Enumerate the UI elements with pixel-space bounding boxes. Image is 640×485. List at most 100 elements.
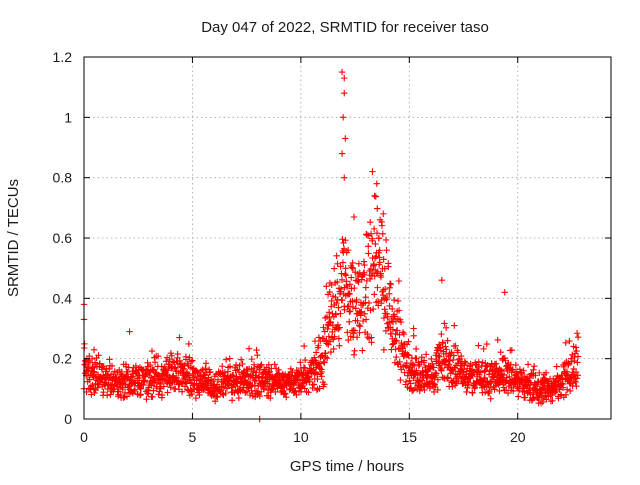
data-point bbox=[342, 272, 350, 279]
data-point bbox=[301, 385, 308, 392]
data-point bbox=[362, 284, 370, 291]
data-point bbox=[485, 371, 493, 378]
data-point bbox=[573, 330, 581, 337]
data-point bbox=[573, 375, 581, 382]
data-point bbox=[137, 385, 145, 392]
data-point bbox=[397, 318, 405, 326]
data-point bbox=[334, 278, 341, 286]
data-point bbox=[399, 345, 407, 352]
data-point bbox=[408, 387, 416, 395]
data-point bbox=[282, 390, 289, 398]
data-point bbox=[300, 342, 308, 350]
data-point bbox=[405, 338, 412, 345]
x-axis-title: GPS time / hours bbox=[290, 458, 404, 475]
data-point bbox=[197, 367, 205, 374]
data-point bbox=[219, 390, 226, 398]
data-point bbox=[449, 383, 456, 390]
data-point bbox=[389, 326, 397, 333]
data-point bbox=[336, 324, 343, 331]
data-point bbox=[293, 391, 300, 399]
data-point bbox=[283, 393, 290, 401]
data-point bbox=[475, 358, 482, 365]
data-point bbox=[502, 377, 510, 384]
data-point bbox=[370, 225, 378, 233]
data-point bbox=[357, 312, 364, 319]
data-point bbox=[103, 365, 110, 372]
data-point bbox=[337, 310, 344, 317]
data-point bbox=[341, 270, 349, 278]
data-point bbox=[491, 386, 498, 393]
data-point bbox=[429, 360, 436, 368]
data-point bbox=[574, 359, 581, 366]
data-point bbox=[337, 263, 344, 270]
data-point bbox=[267, 394, 274, 402]
data-point bbox=[454, 349, 462, 356]
data-point bbox=[481, 374, 489, 382]
data-point bbox=[342, 265, 349, 272]
data-point bbox=[316, 360, 324, 367]
data-point bbox=[174, 350, 181, 358]
data-point bbox=[439, 339, 447, 346]
data-point bbox=[151, 358, 159, 366]
data-point bbox=[524, 361, 532, 368]
data-point bbox=[514, 383, 522, 390]
data-point bbox=[359, 347, 366, 354]
data-point bbox=[497, 348, 504, 356]
data-point bbox=[520, 367, 527, 374]
data-point bbox=[385, 263, 392, 270]
data-point bbox=[341, 174, 348, 181]
data-point bbox=[480, 345, 487, 353]
data-point bbox=[572, 378, 579, 386]
data-point bbox=[100, 388, 107, 396]
data-point bbox=[338, 270, 345, 277]
data-point bbox=[341, 74, 348, 82]
data-point bbox=[469, 389, 476, 397]
data-point bbox=[369, 168, 376, 175]
data-point bbox=[481, 368, 488, 375]
data-point bbox=[386, 290, 393, 298]
data-point bbox=[226, 363, 234, 370]
data-point bbox=[239, 360, 246, 368]
data-point bbox=[230, 371, 237, 379]
data-point bbox=[396, 358, 403, 366]
data-point bbox=[553, 363, 560, 370]
data-point bbox=[435, 352, 442, 360]
data-point bbox=[211, 397, 219, 405]
data-point bbox=[316, 385, 323, 392]
data-point bbox=[132, 362, 140, 370]
data-point bbox=[515, 393, 522, 400]
data-point bbox=[392, 330, 399, 338]
data-point bbox=[506, 373, 513, 381]
data-point bbox=[311, 354, 318, 361]
data-point bbox=[354, 277, 361, 284]
data-point bbox=[402, 378, 410, 385]
data-point bbox=[494, 336, 501, 344]
data-point bbox=[306, 376, 314, 384]
data-point bbox=[335, 325, 342, 333]
data-point bbox=[451, 322, 458, 329]
data-point bbox=[430, 388, 438, 396]
data-point bbox=[345, 336, 352, 344]
data-point bbox=[382, 327, 390, 335]
data-point bbox=[379, 230, 386, 238]
data-point bbox=[359, 317, 367, 325]
data-point bbox=[326, 288, 333, 296]
data-point bbox=[182, 356, 190, 363]
data-point bbox=[442, 343, 449, 350]
x-tick-label: 0 bbox=[80, 429, 88, 445]
data-point bbox=[106, 365, 113, 373]
data-point bbox=[393, 337, 400, 345]
data-point bbox=[305, 389, 312, 396]
data-point bbox=[509, 366, 517, 373]
data-point bbox=[452, 342, 459, 350]
data-point bbox=[352, 305, 359, 312]
data-point bbox=[526, 374, 533, 382]
data-point bbox=[338, 150, 346, 157]
data-point bbox=[351, 284, 358, 292]
data-point bbox=[354, 317, 361, 325]
data-point bbox=[271, 361, 278, 368]
x-tick-label: 20 bbox=[510, 429, 526, 445]
data-point bbox=[253, 346, 260, 354]
data-point bbox=[160, 383, 167, 390]
data-point bbox=[88, 355, 96, 362]
